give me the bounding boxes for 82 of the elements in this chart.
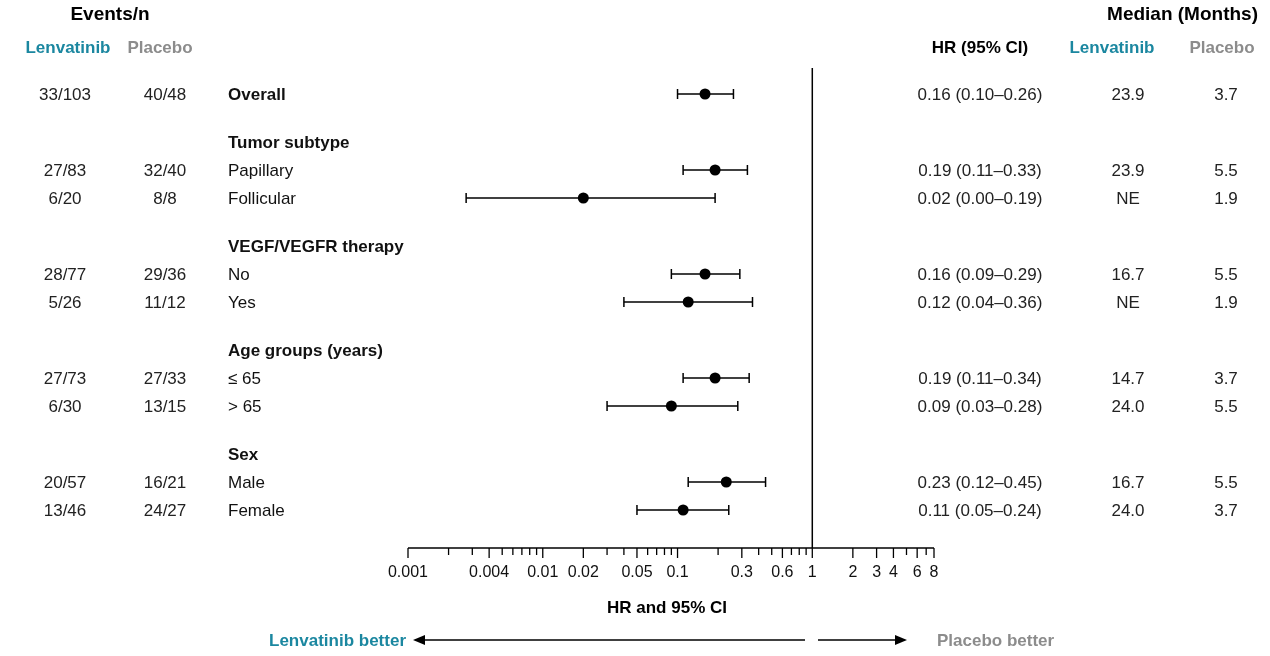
text: 5/26 xyxy=(48,292,82,312)
text: HR (95% CI) xyxy=(931,38,1029,57)
text: 24/27 xyxy=(143,500,187,520)
text: 5.5 xyxy=(1214,160,1238,180)
text: 1.9 xyxy=(1214,188,1238,208)
text: NE xyxy=(1116,292,1140,312)
x-tick-label: 1 xyxy=(807,563,817,580)
text: 16/21 xyxy=(143,472,187,492)
text: 8/8 xyxy=(153,188,177,208)
x-tick-label: 2 xyxy=(848,563,858,580)
text: 3.7 xyxy=(1214,84,1238,104)
legend-label: Lenvatinib xyxy=(25,38,111,57)
text: Events/n xyxy=(70,3,150,24)
x-tick-label: 0.6 xyxy=(771,563,794,580)
y-tick-label: Sex xyxy=(228,444,259,464)
text: 5.5 xyxy=(1214,264,1238,284)
x-tick-label: 3 xyxy=(872,563,882,580)
y-tick-label: No xyxy=(228,264,250,284)
text: 6/30 xyxy=(48,396,82,416)
text: 13/15 xyxy=(143,396,187,416)
x-tick-label: 0.004 xyxy=(469,563,510,580)
text: 28/77 xyxy=(43,264,87,284)
text: Lenvatinib better xyxy=(269,631,407,650)
text: 14.7 xyxy=(1111,368,1145,388)
y-tick-label: Tumor subtype xyxy=(228,132,350,152)
data-label: 0.12 (0.04–0.36) xyxy=(917,292,1043,312)
data-label: 0.19 (0.11–0.34) xyxy=(918,368,1042,388)
y-tick-label: Male xyxy=(228,472,265,492)
text: 1.9 xyxy=(1214,292,1238,312)
text: 13/46 xyxy=(43,500,87,520)
text: 5.5 xyxy=(1214,396,1238,416)
legend-label: Placebo xyxy=(127,38,193,57)
text: 33/103 xyxy=(39,84,91,104)
text: 11/12 xyxy=(144,292,186,312)
x-tick-label: 4 xyxy=(888,563,898,580)
data-label: 0.09 (0.03–0.28) xyxy=(917,396,1043,416)
legend-label: Placebo xyxy=(1189,38,1255,57)
y-tick-label: Age groups (years) xyxy=(228,340,383,360)
text: Placebo better xyxy=(937,631,1055,650)
legend-label: Lenvatinib xyxy=(1069,38,1155,57)
text: 20/57 xyxy=(43,472,87,492)
text: 6/20 xyxy=(48,188,82,208)
x-tick-label: 0.02 xyxy=(567,563,600,580)
y-tick-label: Follicular xyxy=(228,188,297,208)
text: 27/33 xyxy=(143,368,187,388)
text: 3.7 xyxy=(1214,368,1238,388)
x-tick-label: 0.01 xyxy=(527,563,559,580)
text: 16.7 xyxy=(1111,472,1145,492)
y-tick-label: ≤ 65 xyxy=(228,368,261,388)
x-axis-title: HR and 95% CI xyxy=(607,598,727,617)
y-tick-label: Yes xyxy=(228,292,256,312)
text: 5.5 xyxy=(1214,472,1238,492)
data-label: 0.16 (0.09–0.29) xyxy=(917,264,1043,284)
y-tick-label: Female xyxy=(228,500,285,520)
y-tick-label: > 65 xyxy=(228,396,262,416)
text: 24.0 xyxy=(1111,500,1145,520)
text: 27/73 xyxy=(43,368,87,388)
text: 27/83 xyxy=(43,160,87,180)
data-label: 0.11 (0.05–0.24) xyxy=(918,500,1042,520)
data-label: 0.02 (0.00–0.19) xyxy=(917,188,1043,208)
text: 29/36 xyxy=(143,264,187,284)
x-tick-label: 0.3 xyxy=(730,563,754,580)
text: 23.9 xyxy=(1111,84,1145,104)
x-tick-label: 6 xyxy=(912,563,922,580)
y-tick-label: Papillary xyxy=(228,160,294,180)
text: Median (Months) xyxy=(1107,3,1258,24)
text: 23.9 xyxy=(1111,160,1145,180)
x-tick-label: 0.1 xyxy=(666,563,689,580)
y-tick-label: Overall xyxy=(228,84,286,104)
text: NE xyxy=(1116,188,1140,208)
data-label: 0.16 (0.10–0.26) xyxy=(917,84,1043,104)
x-tick-label: 0.05 xyxy=(621,563,653,580)
x-tick-label: 8 xyxy=(929,563,939,580)
x-tick-label: 0.001 xyxy=(387,563,429,580)
data-label: 0.23 (0.12–0.45) xyxy=(917,472,1043,492)
text: 24.0 xyxy=(1111,396,1145,416)
text: 40/48 xyxy=(143,84,187,104)
text: 16.7 xyxy=(1111,264,1145,284)
text: 32/40 xyxy=(143,160,187,180)
data-label: 0.19 (0.11–0.33) xyxy=(918,160,1042,180)
text: 3.7 xyxy=(1214,500,1238,520)
y-tick-label: VEGF/VEGFR therapy xyxy=(228,236,405,256)
